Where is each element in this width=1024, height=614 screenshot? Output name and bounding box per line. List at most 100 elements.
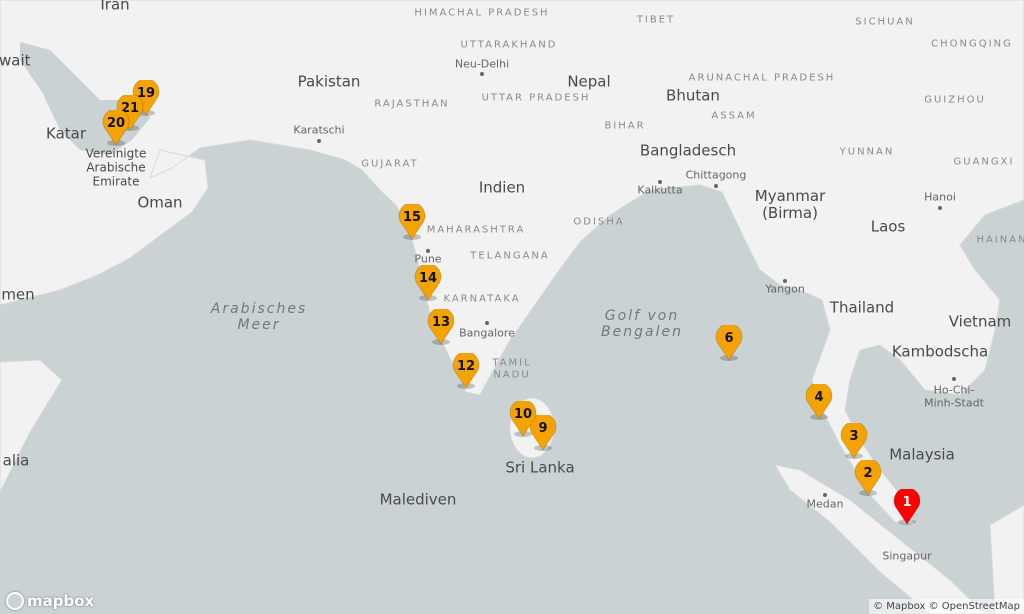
state-label: HAINAN [976, 234, 1024, 246]
map-pin-icon [414, 265, 442, 301]
map-pin-icon [805, 384, 833, 420]
country-label: Malaysia [889, 445, 955, 464]
state-label: YUNNAN [839, 146, 895, 158]
country-label: Oman [137, 193, 183, 212]
city-dot [480, 72, 484, 76]
city-dot [938, 206, 942, 210]
city-label: Medan [806, 497, 844, 511]
state-label: SICHUAN [855, 16, 915, 28]
marker-label: 4 [814, 390, 824, 405]
city-dot [485, 321, 489, 325]
city-dot [426, 249, 430, 253]
country-label: Indien [478, 178, 526, 197]
map-marker[interactable]: 3 [840, 423, 868, 459]
mapbox-logo-icon [6, 592, 24, 610]
state-label: TELANGANA [470, 250, 550, 262]
marker-label: 19 [136, 86, 156, 101]
country-label: Bhutan [666, 86, 720, 105]
state-label: ODISHA [573, 216, 625, 228]
country-label: alia [2, 451, 30, 470]
map-pin-icon [509, 401, 537, 437]
country-label: Bangladesch [639, 141, 737, 160]
marker-label: 12 [456, 359, 476, 374]
marker-label: 21 [120, 101, 140, 116]
marker-label: 3 [849, 429, 859, 444]
state-label: ASSAM [711, 110, 757, 122]
country-label: uwait [0, 51, 31, 70]
country-label: Vietnam [948, 312, 1012, 331]
marker-label: 6 [724, 331, 734, 346]
attribution[interactable]: © Mapbox © OpenStreetMap [869, 599, 1024, 614]
map-pin-icon [452, 353, 480, 389]
landmass-africa [0, 359, 63, 493]
state-label: KARNATAKA [443, 293, 521, 305]
city-dot [952, 377, 956, 381]
map-pin-icon [529, 415, 557, 451]
marker-label: 1 [902, 495, 912, 510]
state-label: UTTARAKHAND [460, 39, 558, 51]
city-dot [658, 180, 662, 184]
map-pin-icon [854, 460, 882, 496]
country-label: Thailand [829, 298, 895, 317]
map-pin-icon [893, 489, 921, 525]
map-marker[interactable]: 14 [414, 265, 442, 301]
country-label: Nepal [567, 72, 611, 91]
city-label: Kalkutta [637, 183, 683, 197]
map-marker[interactable]: 6 [715, 325, 743, 361]
city-dot [823, 493, 827, 497]
map-pin-icon [840, 423, 868, 459]
marker-label: 15 [402, 210, 422, 225]
marker-label: 2 [863, 466, 873, 481]
map-marker[interactable]: 9 [529, 415, 557, 451]
map-marker[interactable]: 12 [452, 353, 480, 389]
city-label: Ho-Chi- Minh-Stadt [924, 383, 984, 409]
country-label: Laos [870, 217, 906, 236]
state-label: TAMIL NADU [492, 357, 532, 381]
state-label: UTTAR PRADESH [481, 92, 591, 104]
map-marker[interactable]: 15 [398, 204, 426, 240]
country-label: Kambodscha [891, 342, 989, 361]
map-pin-icon [715, 325, 743, 361]
state-label: GUIZHOU [924, 94, 986, 106]
state-label: GUANGXI [953, 156, 1015, 168]
city-dot [317, 139, 321, 143]
marker-label: 14 [418, 271, 438, 286]
city-label: Yangon [765, 282, 805, 296]
country-label: Iran [100, 0, 130, 14]
map-marker[interactable]: 20 [102, 110, 130, 146]
map-pin-icon [427, 309, 455, 345]
mapbox-logo[interactable]: mapbox [6, 592, 94, 610]
city-label: Neu-Delhi [454, 57, 510, 71]
city-label: Pune [414, 252, 442, 266]
state-label: HIMACHAL PRADESH [414, 7, 550, 19]
state-label: BIHAR [604, 120, 646, 132]
city-label: Karatschi [293, 123, 345, 137]
city-dot [783, 279, 787, 283]
country-label: Sri Lanka [505, 458, 575, 477]
state-label: GUJARAT [361, 158, 419, 170]
state-label: TIBET [636, 14, 676, 26]
state-label: ARUNACHAL PRADESH [688, 72, 836, 84]
city-label: Chittagong [685, 168, 747, 182]
sea-label: Arabisches Meer [210, 300, 308, 333]
state-label: RAJASTHAN [374, 98, 450, 110]
map-marker[interactable]: 2 [854, 460, 882, 496]
map-marker[interactable]: 1 [893, 489, 921, 525]
sumatra [773, 464, 986, 614]
state-label: MAHARASHTRA [426, 224, 526, 236]
sea-label: Golf von Bengalen [601, 307, 683, 340]
landmass-asia [0, 0, 1024, 526]
borneo [989, 504, 1024, 614]
city-label: Hanoi [924, 190, 956, 204]
map-marker[interactable]: 13 [427, 309, 455, 345]
country-label: men [1, 285, 35, 304]
marker-label: 9 [538, 421, 548, 436]
map-pin-icon [102, 110, 130, 146]
map-marker[interactable]: 10 [509, 401, 537, 437]
map-marker[interactable]: 4 [805, 384, 833, 420]
city-label: Bangalore [459, 326, 515, 340]
state-label: CHONGQING [931, 38, 1013, 50]
country-label: Pakistan [297, 72, 361, 91]
country-label: Katar [45, 124, 87, 143]
marker-label: 10 [513, 407, 533, 422]
